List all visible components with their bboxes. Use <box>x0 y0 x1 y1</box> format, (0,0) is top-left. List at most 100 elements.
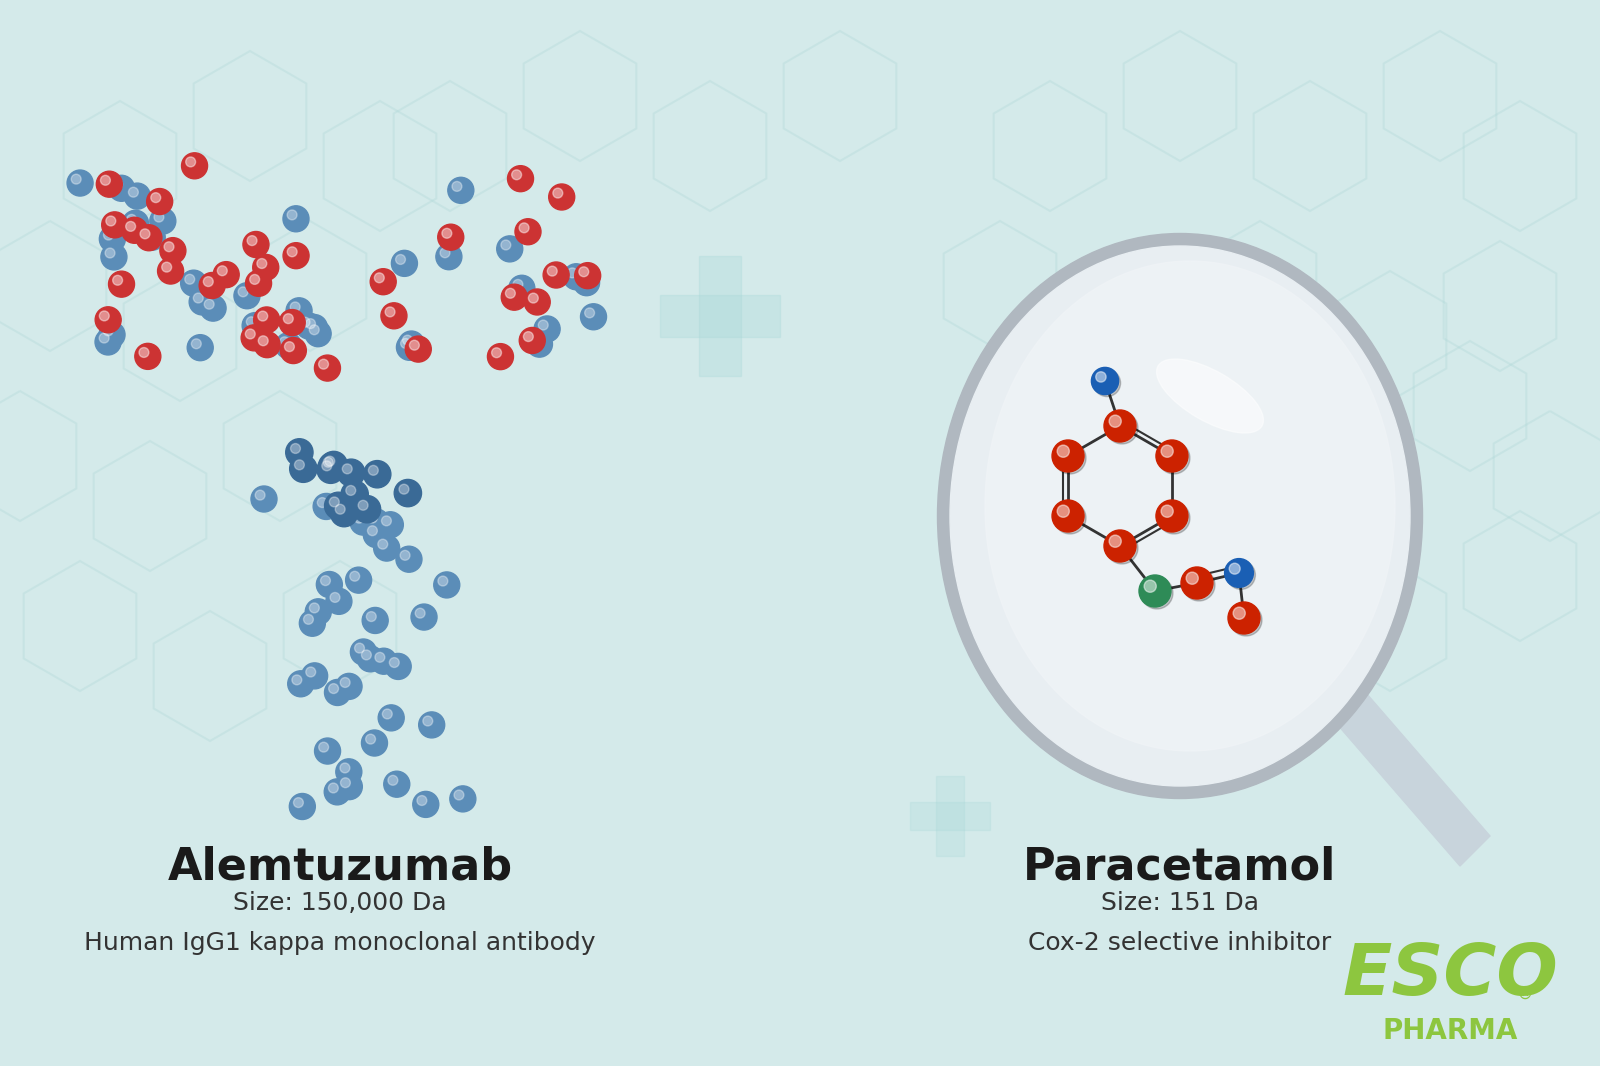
Circle shape <box>418 795 427 806</box>
Circle shape <box>141 229 150 239</box>
Circle shape <box>102 326 114 336</box>
Circle shape <box>286 297 312 324</box>
Circle shape <box>381 303 406 328</box>
Text: Alemtuzumab: Alemtuzumab <box>168 846 512 889</box>
Circle shape <box>109 175 134 201</box>
Circle shape <box>101 175 110 185</box>
Circle shape <box>290 793 315 820</box>
Circle shape <box>496 236 523 262</box>
Circle shape <box>370 269 397 294</box>
Circle shape <box>104 230 114 240</box>
Circle shape <box>386 307 395 317</box>
Circle shape <box>400 338 411 349</box>
Circle shape <box>366 734 376 744</box>
Circle shape <box>186 157 195 167</box>
Circle shape <box>301 318 310 327</box>
Circle shape <box>378 539 387 549</box>
Circle shape <box>534 316 560 342</box>
Circle shape <box>242 312 269 339</box>
Circle shape <box>94 307 122 333</box>
Circle shape <box>99 226 125 252</box>
Circle shape <box>283 243 309 269</box>
Circle shape <box>294 459 304 470</box>
Circle shape <box>286 210 298 220</box>
Circle shape <box>299 610 325 636</box>
Circle shape <box>186 274 195 285</box>
Circle shape <box>354 496 381 522</box>
Circle shape <box>394 480 421 506</box>
Circle shape <box>506 288 515 298</box>
Circle shape <box>1144 580 1157 593</box>
Circle shape <box>304 614 314 625</box>
Circle shape <box>290 302 301 312</box>
Circle shape <box>531 336 541 345</box>
Circle shape <box>378 705 405 731</box>
Circle shape <box>384 771 410 797</box>
Circle shape <box>346 485 355 496</box>
Circle shape <box>126 222 136 231</box>
Circle shape <box>389 658 400 667</box>
Circle shape <box>254 332 280 358</box>
Circle shape <box>501 240 510 249</box>
Circle shape <box>1234 608 1245 619</box>
Circle shape <box>549 184 574 210</box>
Ellipse shape <box>938 233 1422 798</box>
Circle shape <box>579 266 589 277</box>
Circle shape <box>160 238 186 263</box>
Circle shape <box>442 228 451 238</box>
Circle shape <box>328 784 338 793</box>
Ellipse shape <box>986 261 1395 752</box>
Circle shape <box>419 712 445 738</box>
Circle shape <box>157 258 184 284</box>
Circle shape <box>258 259 267 269</box>
Circle shape <box>547 266 557 276</box>
Circle shape <box>523 332 533 341</box>
Text: Human IgG1 kappa monoclonal antibody: Human IgG1 kappa monoclonal antibody <box>85 931 595 955</box>
Text: ®: ® <box>1517 985 1533 1003</box>
Circle shape <box>293 797 304 808</box>
Circle shape <box>314 494 339 519</box>
Circle shape <box>374 535 400 561</box>
Circle shape <box>288 247 298 257</box>
Circle shape <box>317 498 326 507</box>
Circle shape <box>413 791 438 818</box>
Circle shape <box>563 263 589 290</box>
Circle shape <box>246 317 256 326</box>
Bar <box>936 776 963 856</box>
Circle shape <box>154 212 163 222</box>
Circle shape <box>198 273 226 298</box>
Circle shape <box>411 604 437 630</box>
Circle shape <box>509 275 534 302</box>
Ellipse shape <box>950 246 1410 786</box>
Circle shape <box>438 576 448 586</box>
Circle shape <box>192 339 202 349</box>
Circle shape <box>112 275 123 286</box>
Circle shape <box>338 459 365 486</box>
Circle shape <box>363 521 389 548</box>
Circle shape <box>387 775 398 786</box>
Circle shape <box>414 609 426 618</box>
Circle shape <box>253 255 278 280</box>
Circle shape <box>528 293 538 303</box>
Circle shape <box>382 709 392 718</box>
Circle shape <box>371 648 397 674</box>
Circle shape <box>181 152 208 179</box>
Circle shape <box>315 738 341 764</box>
Circle shape <box>1158 442 1190 474</box>
Circle shape <box>96 172 122 197</box>
Circle shape <box>280 338 306 364</box>
Circle shape <box>336 504 346 514</box>
Text: Paracetamol: Paracetamol <box>1024 846 1336 889</box>
Circle shape <box>346 567 371 593</box>
Circle shape <box>400 550 410 561</box>
Circle shape <box>94 329 122 355</box>
Circle shape <box>283 206 309 231</box>
Circle shape <box>150 193 160 203</box>
Circle shape <box>1058 446 1069 457</box>
Text: PHARMA: PHARMA <box>1382 1017 1518 1045</box>
Circle shape <box>342 464 352 473</box>
Circle shape <box>144 228 154 238</box>
Circle shape <box>526 332 552 357</box>
Circle shape <box>302 663 328 689</box>
Circle shape <box>1109 535 1122 547</box>
